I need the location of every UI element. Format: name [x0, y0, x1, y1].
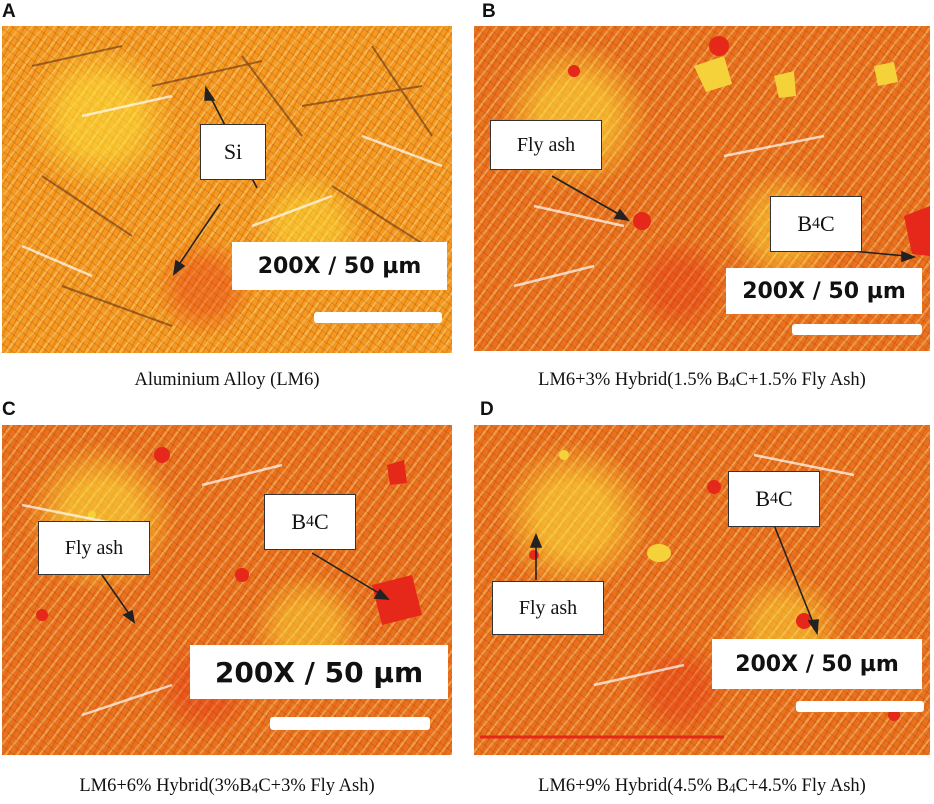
b4c-c-tail: C [313, 509, 329, 534]
label-fly-ash-d: Fly ash [492, 581, 604, 635]
caption-b-main: LM6+3% Hybrid(1.5% B [538, 370, 729, 390]
label-fly-ash-c: Fly ash [38, 521, 150, 575]
b4c-d-main: B [755, 486, 771, 511]
scale-bar-c [270, 717, 430, 730]
scale-label-b: 200X / 50 µm [726, 268, 922, 314]
panel-letter-a: A [2, 1, 16, 22]
scale-label-c: 200X / 50 µm [190, 645, 448, 699]
panel-letter-b: B [482, 1, 496, 22]
b4c-d-tail: C [777, 486, 793, 511]
caption-d-sub: 4 [728, 780, 736, 796]
caption-d: LM6+9% Hybrid(4.5% B4C+4.5% Fly Ash) [474, 776, 930, 797]
caption-b: LM6+3% Hybrid(1.5% B4C+1.5% Fly Ash) [474, 370, 930, 391]
scale-label-d: 200X / 50 µm [712, 639, 922, 689]
caption-c: LM6+6% Hybrid(3%B4C+3% Fly Ash) [2, 776, 452, 797]
scale-label-a: 200X / 50 µm [232, 242, 447, 290]
panel-letter-d: D [480, 399, 494, 420]
micrograph-a-features [21, 45, 443, 327]
caption-b-tail: C+1.5% Fly Ash) [735, 370, 866, 390]
caption-a: Aluminium Alloy (LM6) [134, 370, 320, 390]
b4c-b-tail: C [819, 211, 835, 236]
caption-c-tail: C+3% Fly Ash) [258, 776, 375, 796]
b4c-b-main: B [797, 211, 813, 236]
micrograph-c-features [21, 447, 422, 717]
panel-letter-c: C [2, 399, 16, 420]
micrograph-b-features [513, 36, 930, 288]
micrograph-d-features [480, 450, 900, 739]
scale-bar-a [314, 312, 442, 323]
caption-d-tail: C+4.5% Fly Ash) [735, 776, 866, 796]
scale-bar-b [792, 324, 922, 335]
caption-c-sub: 4 [251, 780, 259, 796]
caption-d-main: LM6+9% Hybrid(4.5% B [538, 776, 729, 796]
micrograph-a: Si 200X / 50 µm [2, 26, 452, 353]
label-fly-ash-b: Fly ash [490, 120, 602, 170]
caption-b-sub: 4 [728, 374, 736, 390]
caption-c-main: LM6+6% Hybrid(3%B [79, 776, 252, 796]
b4c-c-main: B [291, 509, 307, 534]
scale-bar-d [796, 701, 924, 712]
label-si: Si [200, 124, 266, 180]
